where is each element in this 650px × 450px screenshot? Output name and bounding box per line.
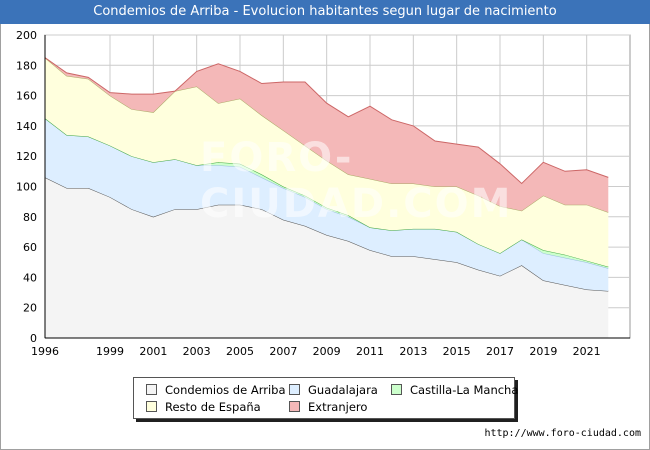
x-tick-label: 2001 xyxy=(139,345,167,358)
legend-label: Condemios de Arriba xyxy=(165,383,286,397)
chart-legend: Condemios de Arriba Guadalajara Castilla-L… xyxy=(133,377,518,419)
legend-item: Resto de España xyxy=(146,400,261,414)
legend-swatch xyxy=(146,384,157,395)
legend-item: Castilla-La Mancha xyxy=(391,383,518,397)
x-tick-label: 2015 xyxy=(443,345,471,358)
legend-swatch xyxy=(391,384,402,395)
area-castilla-la-mancha xyxy=(45,118,609,269)
legend-item: Guadalajara xyxy=(289,383,378,397)
x-tick-label: 1996 xyxy=(31,345,59,358)
x-tick-label: 2019 xyxy=(529,345,557,358)
source-credit: http://www.foro-ciudad.com xyxy=(484,428,641,439)
legend-item: Extranjero xyxy=(289,400,367,414)
y-tick-label: 0 xyxy=(30,332,37,345)
legend-item: Condemios de Arriba xyxy=(146,383,286,397)
area-extranjero xyxy=(45,57,609,213)
x-tick-label: 2013 xyxy=(399,345,427,358)
x-tick-label: 2017 xyxy=(486,345,514,358)
y-tick-label: 160 xyxy=(16,90,37,103)
x-tick-label: 2007 xyxy=(269,345,297,358)
x-tick-label: 2009 xyxy=(313,345,341,358)
chart-title: Condemios de Arriba - Evolucion habitant… xyxy=(0,0,650,24)
y-tick-label: 100 xyxy=(16,181,37,194)
x-tick-label: 2005 xyxy=(226,345,254,358)
x-tick-label: 1999 xyxy=(96,345,124,358)
x-tick-label: 2003 xyxy=(183,345,211,358)
y-tick-label: 20 xyxy=(23,302,37,315)
line-extranjero xyxy=(44,57,609,185)
y-tick-label: 180 xyxy=(16,59,37,72)
x-tick-label: 2011 xyxy=(356,345,384,358)
legend-label: Castilla-La Mancha xyxy=(410,383,519,397)
y-tick-label: 200 xyxy=(16,29,37,42)
y-tick-label: 40 xyxy=(23,271,37,284)
area-resto-de-espa-a xyxy=(45,57,609,267)
legend-label: Extranjero xyxy=(308,400,368,414)
legend-swatch xyxy=(289,384,300,395)
area-guadalajara xyxy=(45,118,609,291)
legend-label: Resto de España xyxy=(165,400,261,414)
y-tick-label: 140 xyxy=(16,120,37,133)
area-condemios-de-arriba xyxy=(45,177,609,338)
legend-swatch xyxy=(146,401,157,412)
y-tick-label: 80 xyxy=(23,211,37,224)
y-tick-label: 120 xyxy=(16,150,37,163)
x-tick-label: 2021 xyxy=(573,345,601,358)
legend-swatch xyxy=(289,401,300,412)
y-tick-label: 60 xyxy=(23,241,37,254)
legend-label: Guadalajara xyxy=(308,383,378,397)
